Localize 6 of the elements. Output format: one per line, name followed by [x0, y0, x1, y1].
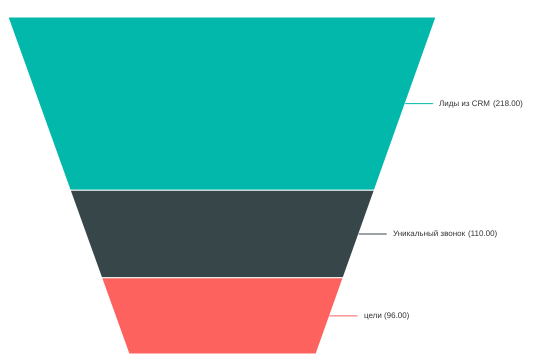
category-label: Уникальный звонок: [393, 229, 466, 238]
category-label: цели: [364, 311, 382, 320]
category-label: Лиды из CRM: [439, 99, 490, 108]
data-label: (218.00): [493, 99, 524, 108]
data-label: (110.00): [468, 229, 498, 238]
data-label: (96.00): [384, 311, 410, 320]
